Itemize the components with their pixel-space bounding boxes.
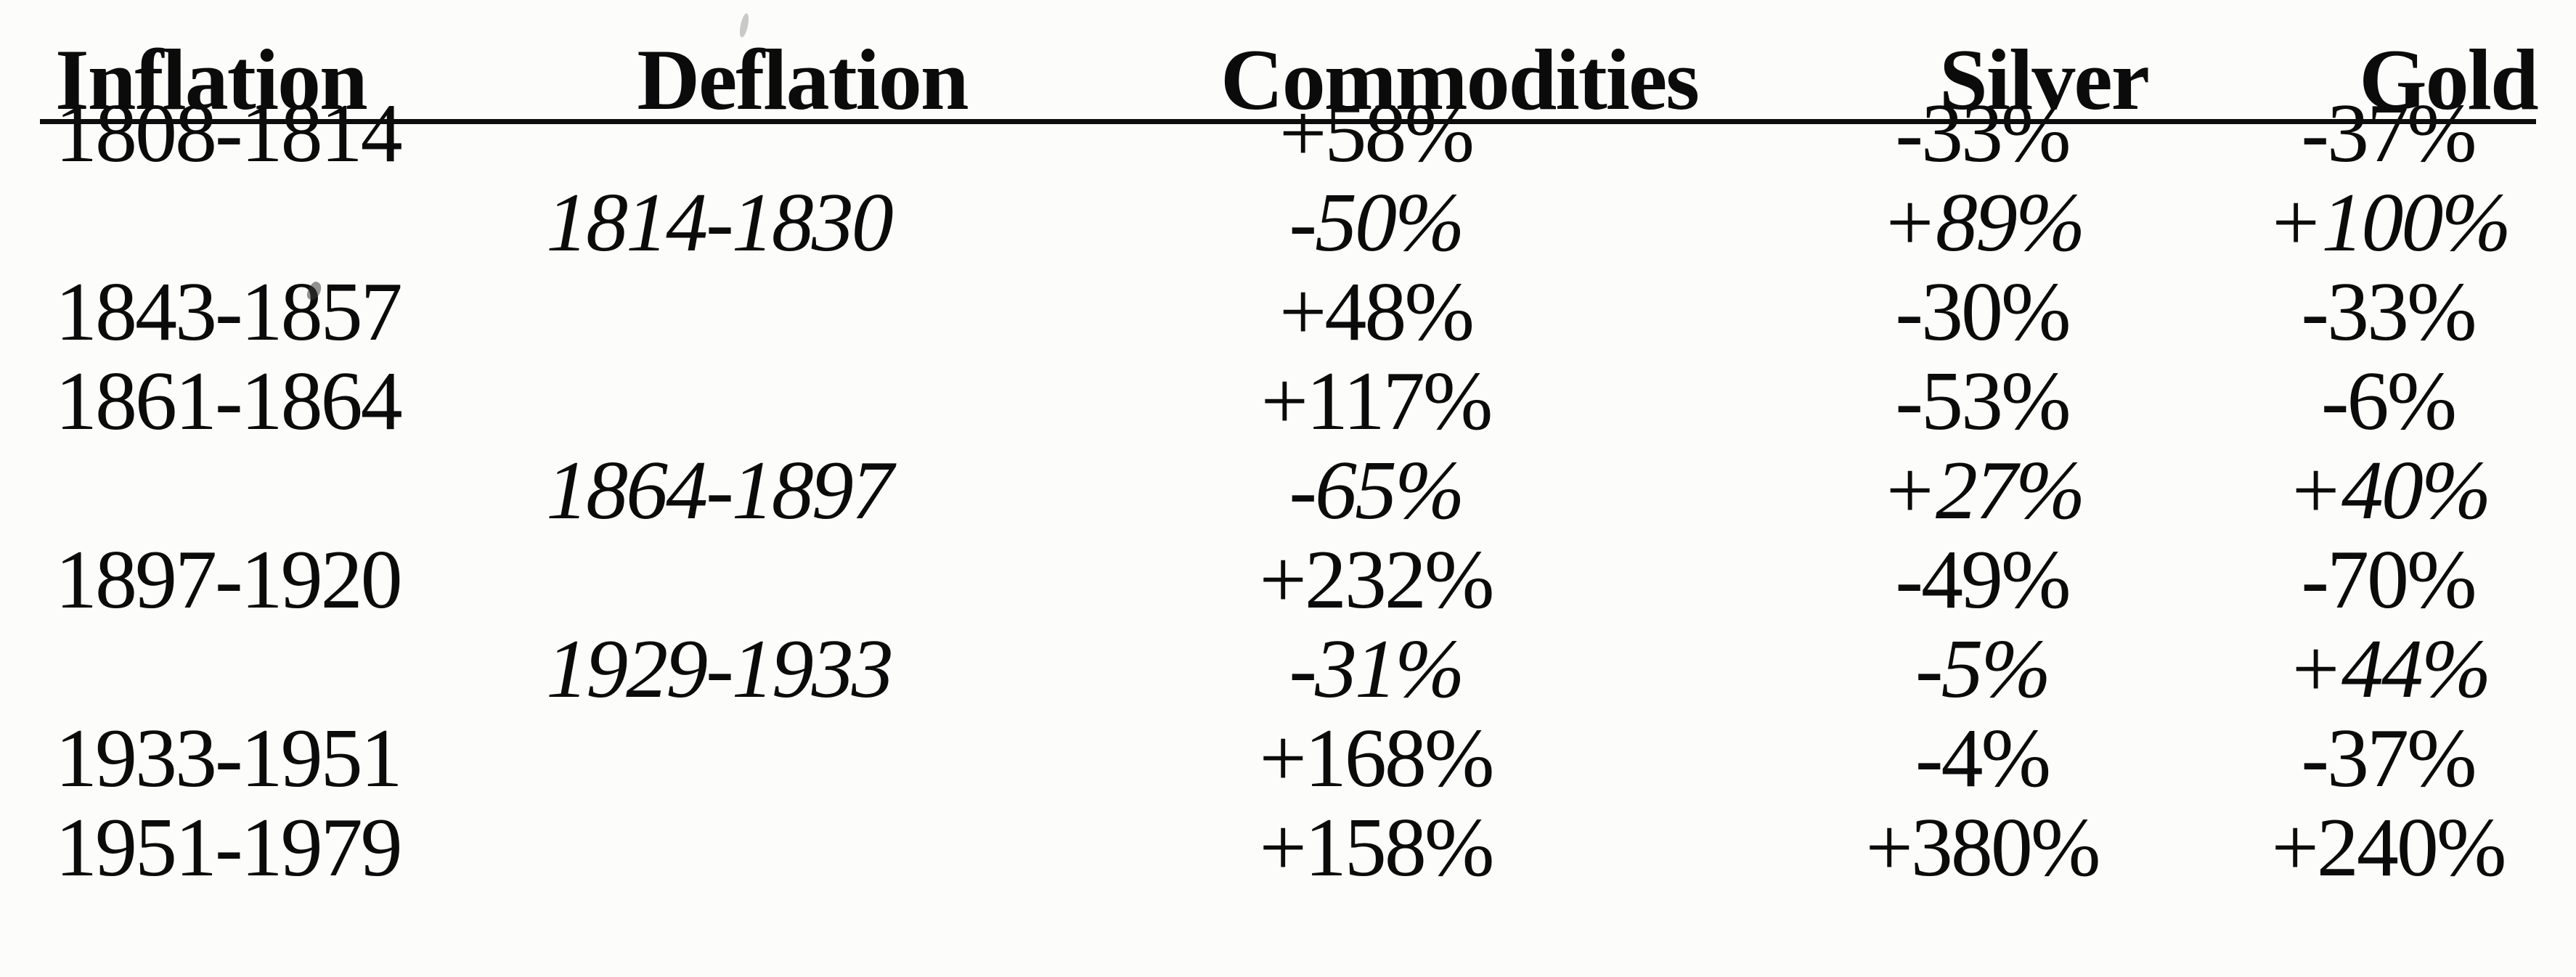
cell-inflation-period <box>0 446 450 536</box>
cell-commodities-return: +168% <box>1259 712 1494 805</box>
header-silver: Silver <box>1939 31 2150 128</box>
inflation-deflation-returns-table: Inflation Deflation Commodities Silver G… <box>0 31 2539 894</box>
cell-deflation-period: 1864-1897 <box>546 444 894 537</box>
cell-gold-return: -6% <box>2320 355 2457 448</box>
cell-commodities-return: -50% <box>1289 176 1464 269</box>
header-underline-rule <box>40 119 2536 124</box>
cell-deflation-period <box>450 536 987 625</box>
header-inflation: Inflation <box>55 31 368 128</box>
cell-inflation-period: 1861-1864 <box>55 355 403 448</box>
cell-deflation-period: 1929-1933 <box>546 623 894 716</box>
cell-gold-return: -37% <box>2301 712 2477 805</box>
cell-gold-return: -33% <box>2301 266 2477 359</box>
cell-commodities-return: +58% <box>1279 87 1475 180</box>
cell-inflation-period: 1897-1920 <box>55 534 403 626</box>
cell-gold-return: -37% <box>2301 87 2477 180</box>
cell-silver-return: -53% <box>1895 355 2071 448</box>
cell-commodities-return: -31% <box>1289 623 1464 716</box>
header-commodities: Commodities <box>1220 31 1700 128</box>
cell-silver-return: -4% <box>1915 712 2051 805</box>
cell-inflation-period <box>0 625 450 714</box>
cell-silver-return: -33% <box>1895 87 2071 180</box>
cell-inflation-period: 1808-1814 <box>55 87 403 180</box>
cell-deflation-period <box>450 357 987 446</box>
cell-gold-return: +240% <box>2271 801 2506 894</box>
cell-gold-return: +44% <box>2286 623 2492 716</box>
header-deflation: Deflation <box>637 31 969 128</box>
cell-deflation-period <box>450 804 987 893</box>
header-gold: Gold <box>2359 31 2538 128</box>
cell-commodities-return: +232% <box>1259 534 1494 626</box>
cell-silver-return: -49% <box>1895 534 2071 626</box>
cell-gold-return: +100% <box>2267 176 2511 269</box>
cell-inflation-period: 1951-1979 <box>55 801 403 894</box>
cell-inflation-period <box>0 179 450 268</box>
cell-commodities-return: +48% <box>1279 266 1475 359</box>
cell-silver-return: +89% <box>1880 176 2086 269</box>
cell-deflation-period <box>450 268 987 357</box>
cell-inflation-period: 1843-1857 <box>55 266 403 359</box>
cell-deflation-period: 1814-1830 <box>546 176 894 269</box>
cell-deflation-period <box>450 714 987 804</box>
cell-gold-return: -70% <box>2301 534 2477 626</box>
cell-commodities-return: +117% <box>1260 355 1493 448</box>
cell-commodities-return: +158% <box>1259 801 1494 894</box>
cell-commodities-return: -65% <box>1289 444 1464 537</box>
cell-silver-return: +380% <box>1865 801 2100 894</box>
cell-inflation-period: 1933-1951 <box>55 712 403 805</box>
cell-gold-return: +40% <box>2286 444 2492 537</box>
cell-silver-return: -30% <box>1895 266 2071 359</box>
cell-silver-return: -5% <box>1915 623 2051 716</box>
cell-silver-return: +27% <box>1880 444 2086 537</box>
